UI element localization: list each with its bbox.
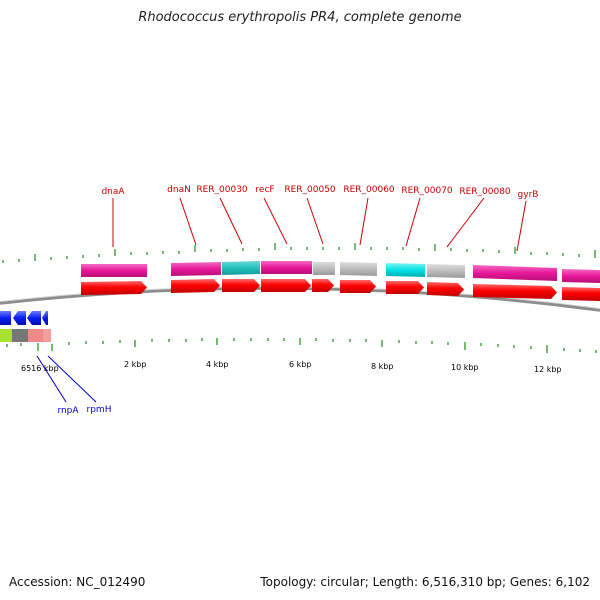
reverse-box-rnpa[interactable] bbox=[28, 329, 43, 342]
feature-box-rer00030[interactable] bbox=[222, 261, 260, 275]
gene-label-recf[interactable]: recF bbox=[255, 185, 274, 195]
feature-box-rer00070[interactable] bbox=[386, 263, 425, 277]
map-title: Rhodococcus erythropolis PR4, complete g… bbox=[138, 10, 462, 25]
genome-summary-text: Topology: circular; Length: 6,516,310 bp… bbox=[260, 575, 590, 589]
reverse-arrow-3[interactable] bbox=[27, 311, 41, 325]
gene-label-rnpa[interactable]: rnpA bbox=[57, 406, 79, 416]
gene-label-dnaa[interactable]: dnaA bbox=[101, 187, 125, 197]
scale-label-8kbp: 8 kbp bbox=[371, 362, 393, 371]
feature-box-gyrb[interactable] bbox=[473, 265, 557, 281]
feature-box-dnaa[interactable] bbox=[81, 264, 147, 277]
cds-arrow-dnaa[interactable] bbox=[81, 281, 147, 295]
cds-arrow-rer00030[interactable] bbox=[222, 279, 260, 292]
scale-labels: 6516 kbp 2 kbp 4 kbp 6 kbp 8 kbp 10 kbp … bbox=[21, 360, 562, 374]
feature-box-dnan[interactable] bbox=[171, 262, 221, 276]
scale-label-12kbp: 12 kbp bbox=[534, 365, 562, 374]
gene-label-rpmh[interactable]: rpmH bbox=[87, 405, 112, 415]
cds-arrow-rer00070[interactable] bbox=[386, 281, 424, 294]
feature-box-recf[interactable] bbox=[261, 261, 312, 274]
feature-box-rer00050[interactable] bbox=[313, 262, 335, 275]
gene-label-rer00030[interactable]: RER_00030 bbox=[196, 185, 248, 195]
gene-label-rer00070[interactable]: RER_00070 bbox=[401, 186, 453, 196]
scale-label-10kbp: 10 kbp bbox=[451, 363, 479, 372]
feature-box-next[interactable] bbox=[562, 269, 600, 283]
scale-label-6kbp: 6 kbp bbox=[289, 360, 311, 369]
reverse-strand-features bbox=[0, 311, 51, 342]
lower-tick-marks bbox=[6, 338, 597, 353]
cds-arrow-rer00060[interactable] bbox=[340, 280, 376, 293]
cds-arrow-rer00050[interactable] bbox=[312, 279, 334, 292]
cds-arrow-rer00080[interactable] bbox=[427, 282, 464, 296]
gene-label-rer00060[interactable]: RER_00060 bbox=[343, 185, 395, 195]
upper-tick-marks bbox=[2, 243, 596, 263]
gene-label-rer00080[interactable]: RER_00080 bbox=[459, 187, 511, 197]
scale-label-4kbp: 4 kbp bbox=[206, 360, 228, 369]
reverse-leader-lines bbox=[36, 355, 97, 403]
gene-labels: dnaA dnaN RER_00030 recF RER_00050 RER_0… bbox=[101, 185, 538, 200]
reverse-arrow-1[interactable] bbox=[0, 311, 11, 325]
feature-box-rer00080[interactable] bbox=[427, 264, 465, 278]
feature-track bbox=[81, 261, 600, 283]
reverse-gene-labels: rnpA rpmH bbox=[57, 405, 111, 416]
gene-label-dnan[interactable]: dnaN bbox=[167, 185, 191, 195]
scale-label-2kbp: 2 kbp bbox=[124, 360, 146, 369]
accession-text: Accession: NC_012490 bbox=[9, 575, 146, 589]
cds-arrows bbox=[81, 279, 600, 301]
gene-label-gyrb[interactable]: gyrB bbox=[518, 190, 539, 200]
cds-arrow-recf[interactable] bbox=[261, 279, 311, 292]
reverse-box-gray[interactable] bbox=[12, 329, 28, 342]
scale-label-6516kbp: 6516 kbp bbox=[21, 364, 59, 373]
cds-arrow-gyrb[interactable] bbox=[473, 284, 557, 299]
feature-box-rer00060[interactable] bbox=[340, 262, 377, 276]
gene-label-rer00050[interactable]: RER_00050 bbox=[284, 185, 336, 195]
reverse-box-rpmh[interactable] bbox=[43, 329, 51, 342]
cds-arrow-next[interactable] bbox=[562, 287, 600, 301]
reverse-box-green[interactable] bbox=[0, 329, 12, 342]
cds-arrow-dnan[interactable] bbox=[171, 279, 220, 293]
gene-leader-lines bbox=[112, 197, 527, 252]
reverse-arrow-4[interactable] bbox=[42, 311, 48, 325]
reverse-arrow-2[interactable] bbox=[13, 311, 26, 325]
